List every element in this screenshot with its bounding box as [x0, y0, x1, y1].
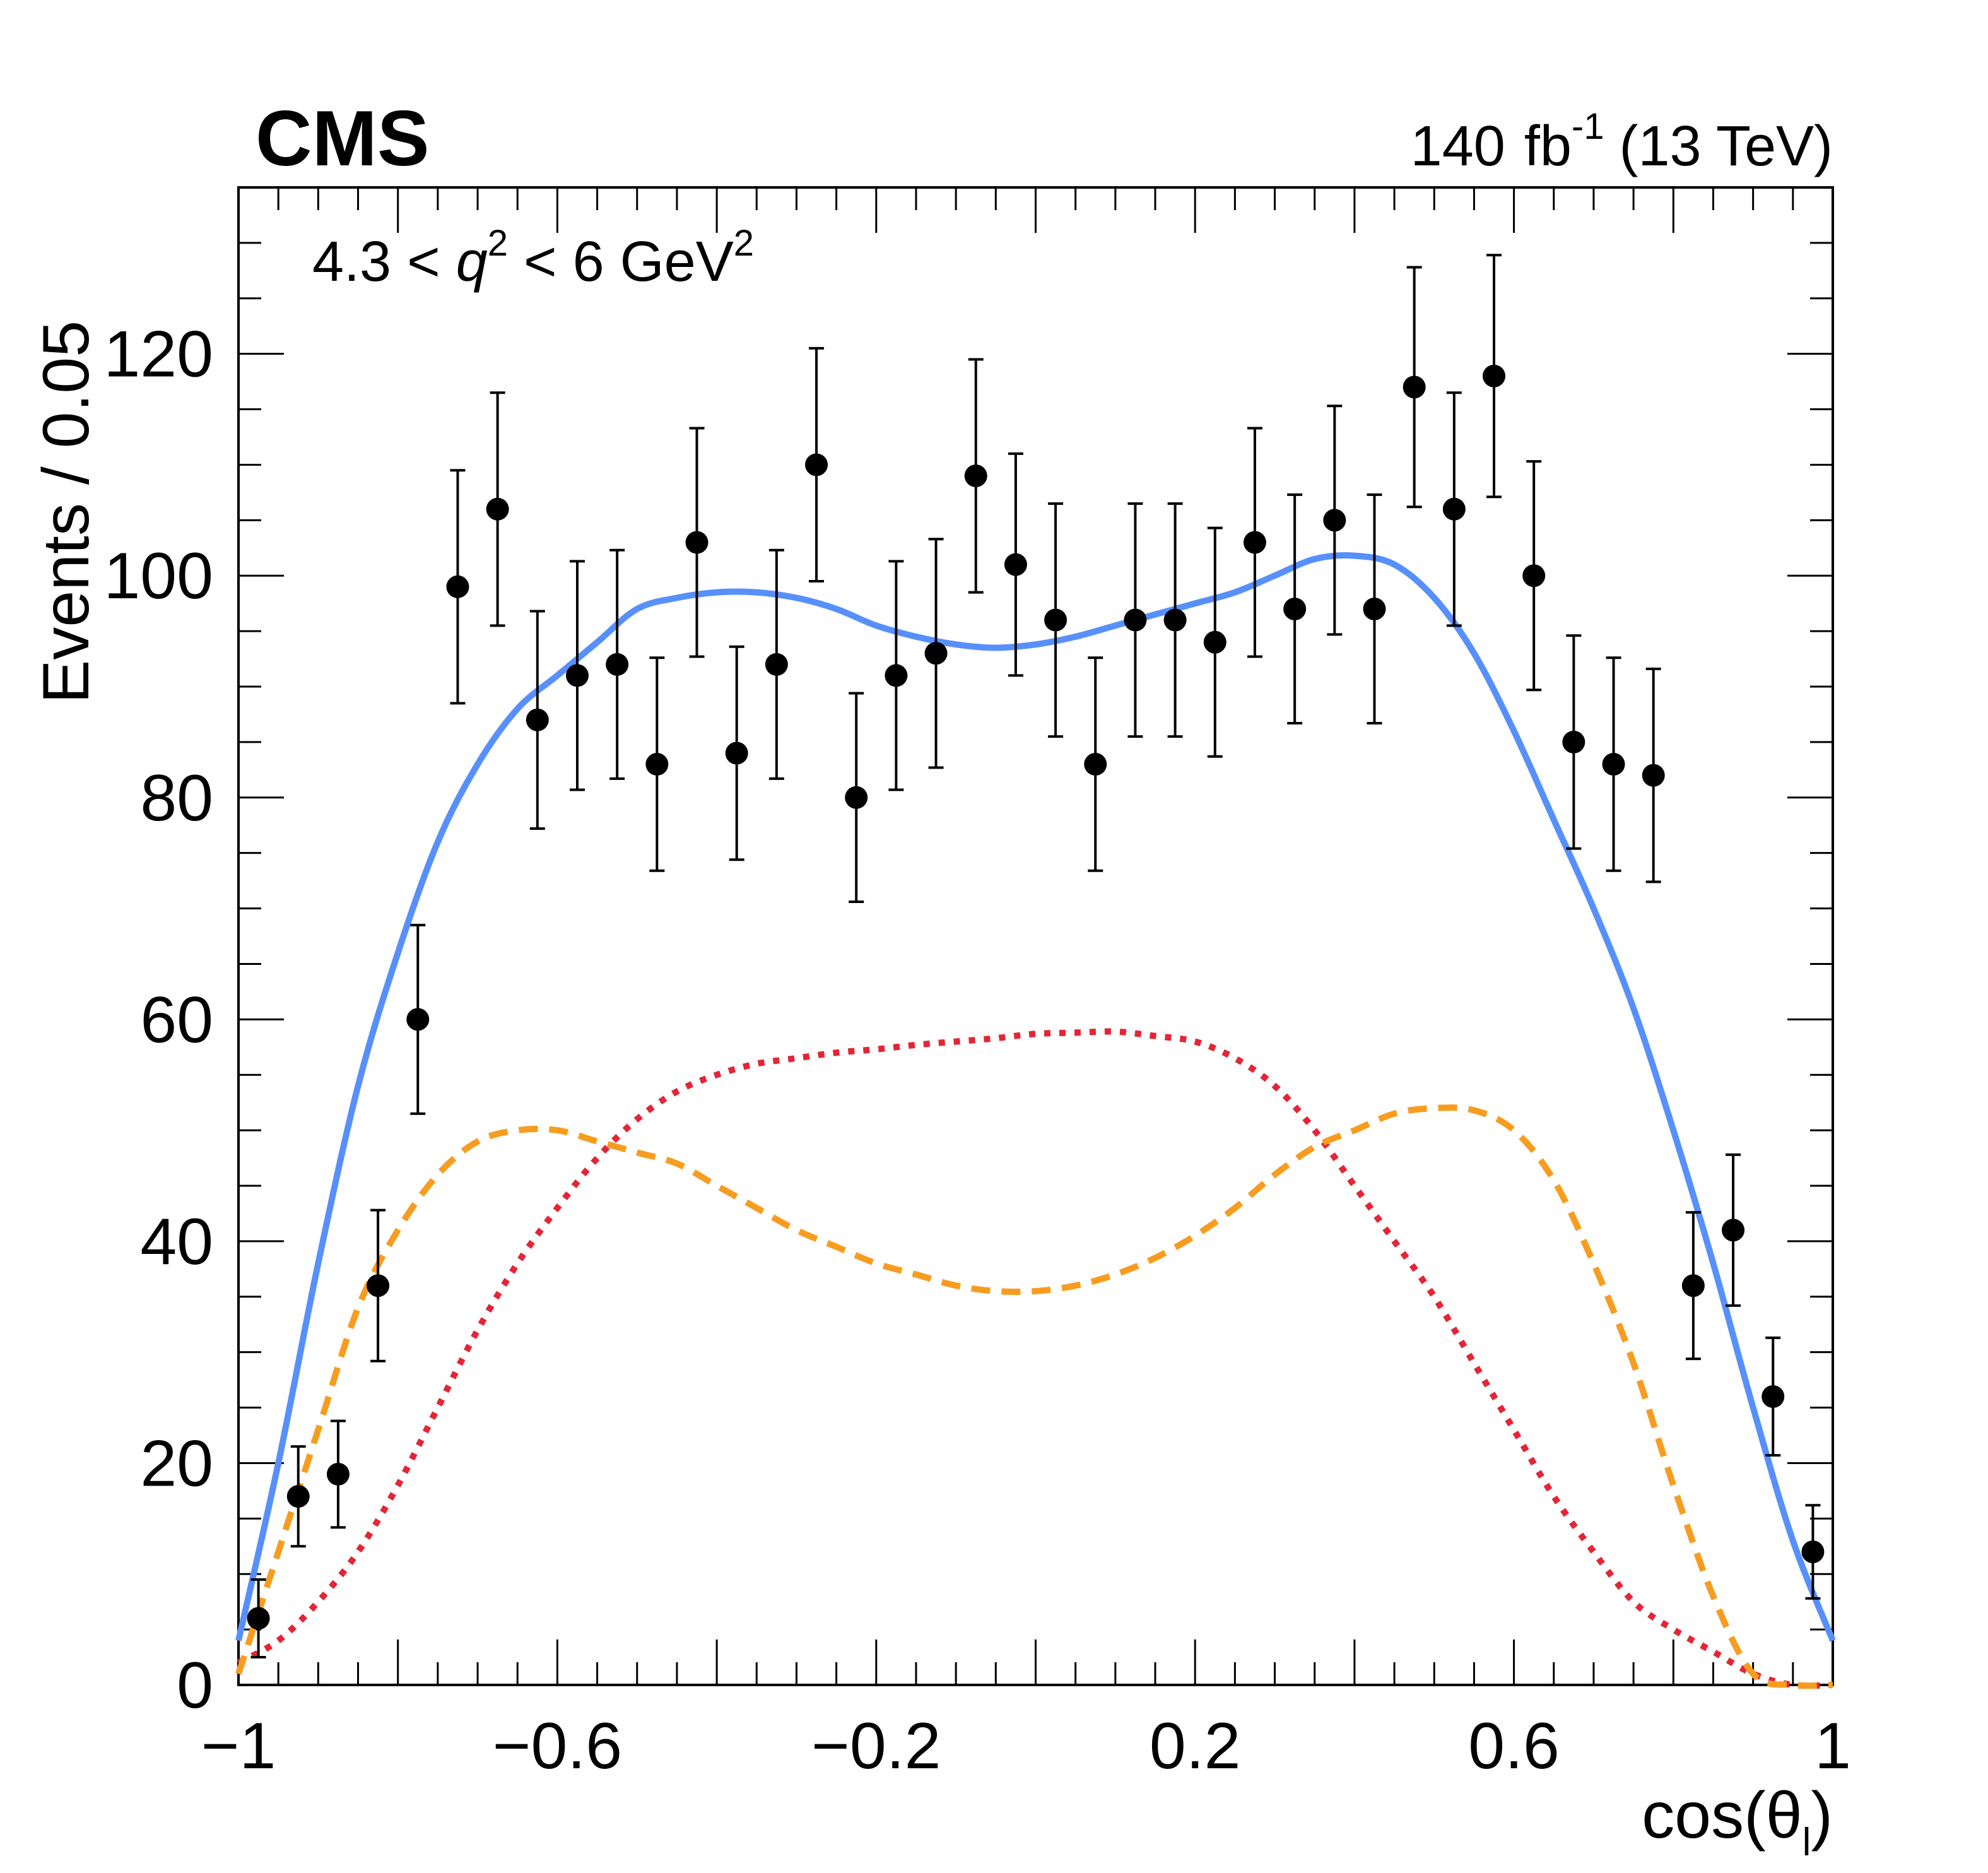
x-tick-label: 0.6: [1468, 1710, 1560, 1783]
data-points: [247, 254, 1825, 1659]
data-point: [1562, 730, 1585, 753]
component-dashed-curve: [235, 1104, 1833, 1689]
region-unit-exp: 2: [734, 223, 754, 264]
data-point: [1124, 608, 1147, 632]
data-point: [964, 464, 987, 488]
y-tick-label: 100: [103, 540, 213, 613]
data-point: [845, 786, 868, 809]
x-axis-title: cos(θl): [1642, 1779, 1833, 1864]
data-point: [1442, 497, 1466, 521]
data-point: [367, 1274, 390, 1297]
data-point: [924, 642, 948, 665]
data-point: [1044, 608, 1068, 632]
lumi-label: 140 fb-1 (13 TeV): [1411, 106, 1833, 178]
y-tick-label: 80: [140, 762, 213, 835]
data-point: [685, 531, 709, 554]
y-axis-title: Events / 0.05: [30, 321, 103, 704]
y-tick-label: 0: [177, 1649, 213, 1722]
data-point: [606, 653, 629, 676]
data-point: [1243, 531, 1266, 554]
data-point: [286, 1485, 310, 1508]
data-point: [1801, 1540, 1825, 1564]
data-point: [486, 497, 509, 521]
data-point: [565, 664, 589, 687]
data-point: [885, 664, 908, 687]
data-point: [765, 653, 788, 676]
total-fit-curve: [235, 552, 1836, 1642]
energy-label: (13 TeV): [1619, 115, 1833, 178]
data-point: [1642, 764, 1665, 787]
x-tick-label: −0.2: [811, 1710, 941, 1783]
data-point: [526, 708, 549, 731]
x-tick-label: 0.2: [1150, 1710, 1241, 1783]
cms-label: CMS: [256, 95, 430, 182]
axis-ticks: [237, 186, 1834, 1686]
x-tick-label: −0.6: [493, 1710, 622, 1783]
data-point: [1522, 564, 1546, 588]
data-point: [1762, 1385, 1785, 1408]
data-point: [1163, 608, 1187, 632]
y-tick-label: 60: [140, 983, 213, 1056]
data-point: [1363, 597, 1386, 620]
region-label: 4.3 < q2 < 6 GeV2: [312, 223, 754, 293]
fit-curves: [235, 552, 1836, 1689]
x-axis-title-close: ): [1811, 1779, 1833, 1852]
lumi-unit-exp: -1: [1572, 106, 1604, 147]
axis-tick-labels: −1 −0.6 −0.2 0.2 0.6 1 0 20 40 60 80 100 120: [103, 318, 1850, 1783]
lumi-unit: fb: [1524, 115, 1572, 178]
data-point: [1681, 1274, 1705, 1297]
data-point: [1403, 375, 1426, 399]
data-point: [1283, 597, 1307, 620]
data-point: [1004, 553, 1027, 576]
component-dotted-curve: [237, 1028, 1833, 1689]
x-tick-label: −1: [201, 1710, 276, 1783]
lumi-value: 140: [1411, 115, 1505, 178]
data-point: [1483, 364, 1506, 387]
data-point: [406, 1008, 430, 1031]
data-point: [645, 753, 669, 776]
y-tick-label: 20: [140, 1427, 213, 1500]
y-tick-label: 120: [103, 318, 213, 391]
region-suffix: < 6 GeV: [508, 230, 734, 293]
x-axis-title-sub: l: [1803, 1821, 1811, 1864]
region-var-exp: 2: [488, 223, 508, 264]
data-point: [446, 575, 469, 598]
y-tick-label: 40: [140, 1205, 213, 1279]
data-point: [725, 742, 748, 765]
data-point: [1203, 630, 1226, 654]
region-var: q: [456, 230, 488, 293]
data-point: [1084, 753, 1107, 776]
x-tick-label: 1: [1814, 1710, 1851, 1783]
data-point: [1323, 509, 1346, 532]
data-point: [247, 1607, 270, 1630]
data-point: [326, 1463, 350, 1486]
data-point: [805, 453, 828, 476]
x-axis-title-main: cos(θ: [1642, 1779, 1802, 1852]
region-prefix: 4.3 <: [312, 230, 456, 293]
data-point: [1722, 1219, 1745, 1242]
data-point: [1602, 753, 1625, 776]
